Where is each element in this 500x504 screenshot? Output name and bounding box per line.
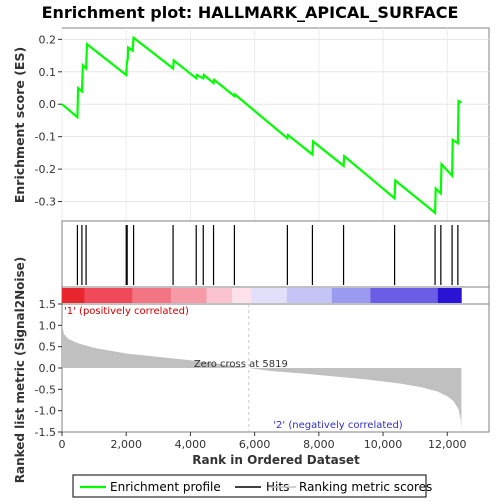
chart-title: Enrichment plot: HALLMARK_APICAL_SURFACE (42, 3, 459, 22)
es-ytick-label: -0.1 (35, 131, 56, 144)
metric-ytick-label: 1.5 (39, 298, 57, 311)
color-bar-segment (232, 288, 252, 303)
x-tick-label: 6,000 (239, 438, 271, 451)
color-bar-segment (206, 288, 233, 303)
es-panel: -0.3 -0.2 -0.1 0.0 0.1 0.2 Enrichment score (… (12, 27, 490, 222)
metric-panel: -1.5 -1.0 -0.5 0.0 0.5 1.0 1.5 Zero cross at 5… (13, 257, 490, 484)
color-bar-segment (286, 288, 332, 303)
color-bar-segment (132, 288, 172, 303)
es-ytick-label: -0.3 (35, 196, 56, 209)
metric-ytick-label: 0.5 (39, 341, 57, 354)
legend-frame (72, 474, 427, 498)
x-tick-label: 8,000 (303, 438, 335, 451)
color-bar-segment (251, 288, 287, 303)
metric-ytick-label: -1.5 (35, 426, 56, 439)
ranking-metric-area (62, 323, 462, 429)
color-bar-segment (331, 288, 371, 303)
x-axis-label: Rank in Ordered Dataset (192, 453, 360, 467)
metric-ytick-label: -1.0 (35, 405, 56, 418)
es-ytick-label: 0.1 (39, 66, 57, 79)
x-tick-label: 2,000 (110, 438, 142, 451)
metric-ytick-label: 1.0 (39, 319, 57, 332)
es-panel-frame (61, 27, 490, 222)
metric-ytick-label: -0.5 (35, 383, 56, 396)
legend-label-metric: Ranking metric scores (299, 480, 432, 494)
color-bar-segment (171, 288, 207, 303)
metric-ytick-label: 0.0 (39, 362, 57, 375)
enrichment-profile-line (61, 35, 462, 216)
zero-cross-label: Zero cross at 5819 (194, 359, 288, 370)
legend: Enrichment profile Hits Ranking metric s… (72, 474, 432, 498)
x-tick-label: 4,000 (175, 438, 207, 451)
negative-correlation-label: '2' (negatively correlated) (273, 420, 402, 431)
ranked-color-bar (61, 286, 490, 305)
color-bar-segment (437, 288, 462, 303)
es-ytick-label: 0.0 (39, 98, 57, 111)
x-tick-label: 10,000 (364, 438, 403, 451)
color-bar-segment (62, 288, 85, 303)
legend-label-enrichment: Enrichment profile (110, 480, 221, 494)
hits-panel (61, 220, 490, 288)
es-axis-label: Enrichment score (ES) (12, 47, 27, 203)
metric-axis-label: Ranked list metric (Signal2Noise) (13, 257, 27, 484)
es-ytick-label: 0.2 (39, 33, 57, 46)
es-ytick-label: -0.2 (35, 163, 56, 176)
positive-correlation-label: '1' (positively correlated) (64, 306, 189, 317)
color-bar-segment (84, 288, 133, 303)
color-bar-segment (370, 288, 438, 303)
x-tick-label: 0 (59, 438, 66, 451)
x-tick-label: 12,000 (428, 438, 467, 451)
